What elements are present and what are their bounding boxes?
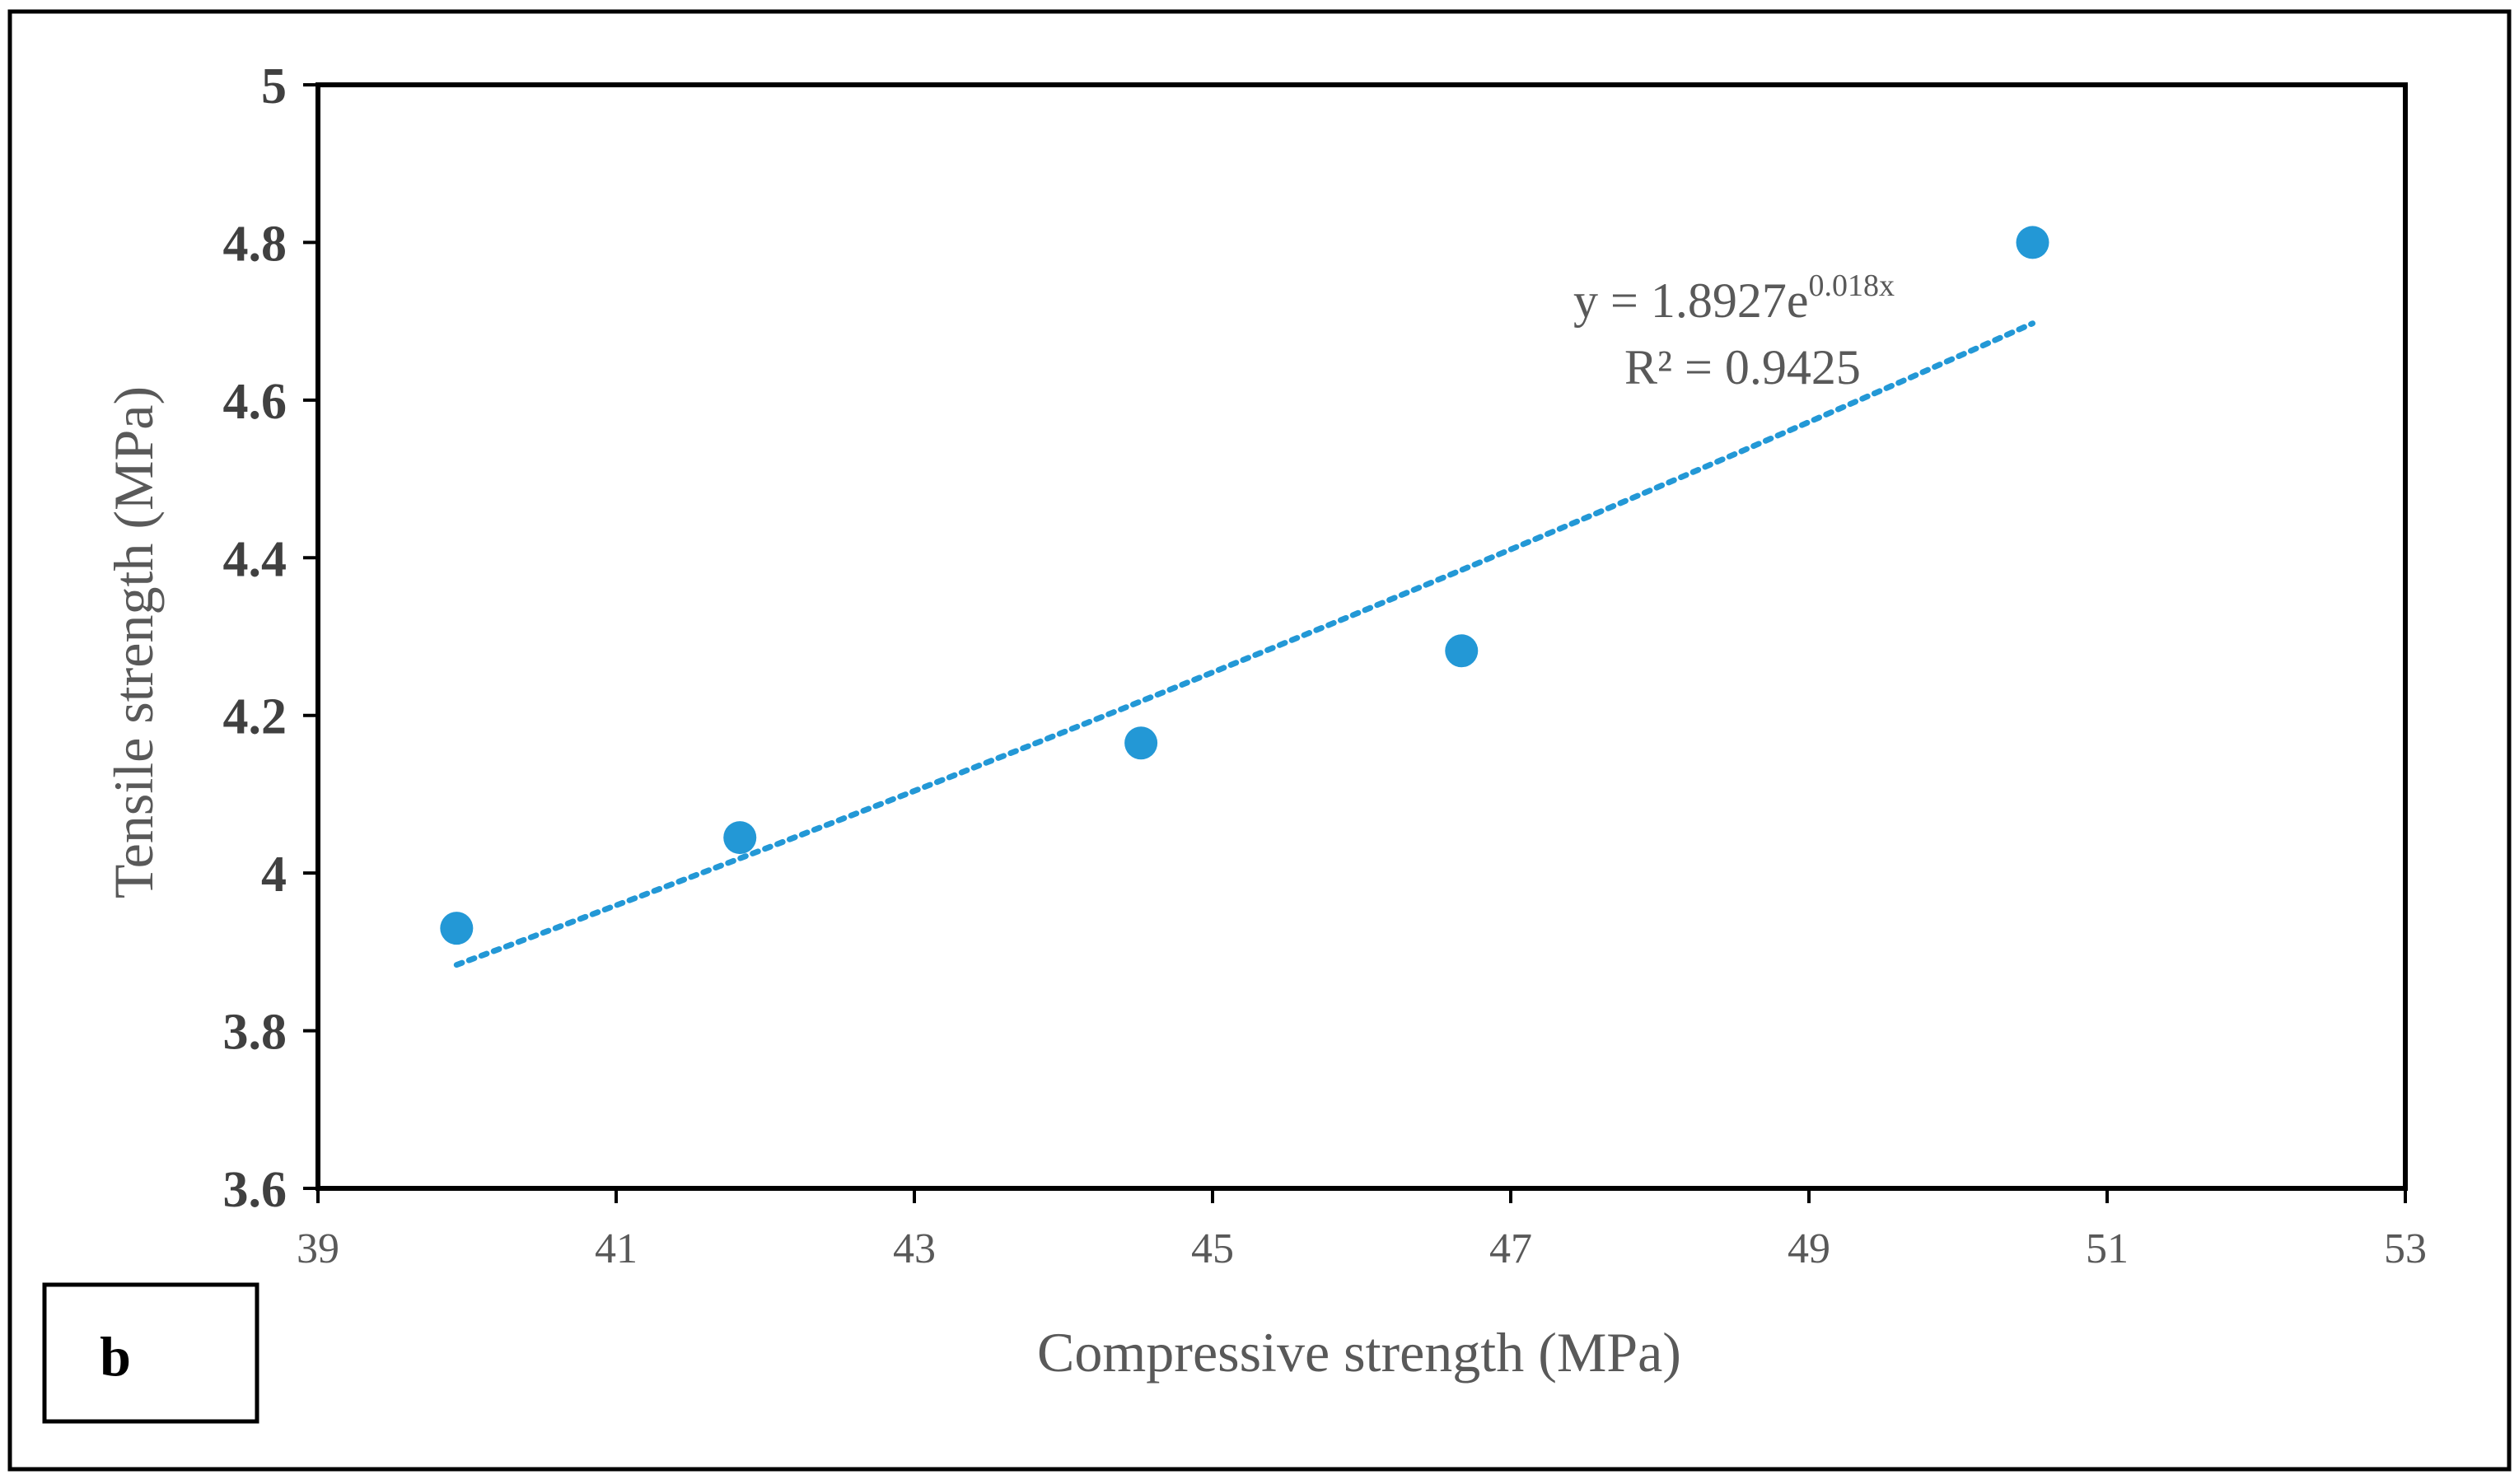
x-tick-label: 41	[595, 1225, 638, 1272]
x-tick-label: 51	[2086, 1225, 2129, 1272]
data-point	[1124, 726, 1158, 760]
x-tick-label: 53	[2384, 1225, 2427, 1272]
y-tick-label: 3.8	[223, 1005, 287, 1061]
x-axis-ticks: 39 41 43 45 47 49 51 53	[297, 1188, 2427, 1272]
trendline	[453, 320, 2035, 968]
plot-area	[315, 82, 2408, 1191]
y-tick-label: 4	[261, 847, 287, 903]
x-tick-label: 47	[1489, 1225, 1532, 1272]
x-tick-label: 45	[1191, 1225, 1234, 1272]
x-axis-title: Compressive strength (MPa)	[1037, 1321, 1681, 1384]
data-point	[440, 912, 474, 945]
r-squared-label: R² = 0.9425	[1624, 340, 1861, 394]
y-tick-label: 4.6	[223, 374, 287, 430]
trendline-group	[453, 320, 2035, 968]
y-axis-title: Tensile strength (MPa)	[102, 386, 165, 898]
data-point	[2016, 226, 2049, 259]
data-point	[723, 821, 757, 855]
data-points	[440, 226, 2049, 945]
y-tick-label: 5	[261, 58, 287, 114]
equation-exponent: 0.018x	[1808, 268, 1895, 303]
figure-frame	[7, 9, 2512, 1472]
data-point	[1445, 634, 1479, 668]
trendline-equation: y = 1.8927e0.018x	[1573, 268, 1895, 328]
x-tick-label: 39	[297, 1225, 339, 1272]
panel-label-box	[42, 1282, 259, 1424]
y-tick-label: 4.4	[223, 531, 287, 587]
equation-prefix: y = 1.8927e	[1573, 273, 1808, 328]
y-tick-label: 4.8	[223, 216, 287, 272]
x-tick-label: 43	[893, 1225, 936, 1272]
y-tick-label: 4.2	[223, 689, 287, 745]
panel-label: b	[100, 1325, 131, 1388]
y-axis-ticks: 3.6 3.8 4 4.2 4.4 4.6 4.8 5	[223, 58, 318, 1218]
x-tick-label: 49	[1788, 1225, 1830, 1272]
y-tick-label: 3.6	[223, 1162, 287, 1218]
